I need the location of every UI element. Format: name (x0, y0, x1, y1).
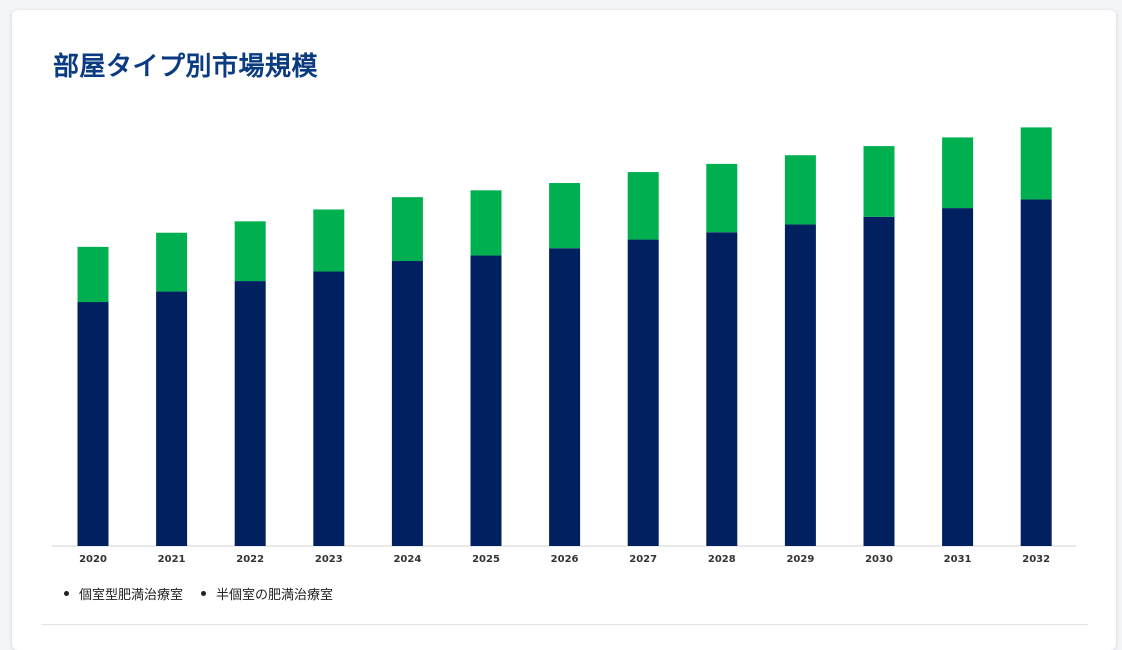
legend-label: 個室型肥満治療室 (79, 588, 184, 603)
legend-item-semi-private-room: 半個室の肥満治療室 (201, 584, 333, 603)
bar-2026-series-1 (549, 183, 581, 249)
bar-2029-series-0 (784, 224, 816, 546)
x-tick-label-2031: 2031 (944, 554, 972, 565)
bar-2024-series-1 (391, 197, 423, 261)
bar-2025-series-1 (470, 190, 502, 256)
bar-chart: 2020 2021 2022 2023 2024 2025 2026 2027 2028 2029… (52, 127, 1076, 565)
divider (41, 624, 1088, 625)
x-tick-label-2022: 2022 (236, 554, 264, 565)
x-tick-label-2025: 2025 (472, 554, 500, 565)
bar-2020-series-1 (77, 246, 109, 303)
legend-label: 半個室の肥満治療室 (216, 588, 334, 603)
x-tick-label-2020: 2020 (79, 554, 107, 565)
bar-2031-series-1 (942, 137, 974, 209)
x-tick-label-2032: 2032 (1022, 554, 1050, 565)
chart-legend: 個室型肥満治療室 半個室の肥満治療室 (64, 584, 333, 603)
bar-2030-series-0 (863, 216, 895, 546)
x-tick-label-2027: 2027 (629, 554, 657, 565)
bar-2025-series-0 (470, 255, 502, 546)
bar-2031-series-0 (942, 208, 974, 546)
legend-item-private-room: 個室型肥満治療室 (64, 584, 183, 603)
bar-2021-series-0 (156, 291, 188, 546)
bar-2029-series-1 (784, 155, 816, 225)
bar-2032-series-1 (1020, 127, 1052, 200)
bar-2020-series-0 (77, 302, 109, 546)
bar-2027-series-0 (627, 239, 659, 546)
chart-title: 部屋タイプ別市場規模 (53, 52, 319, 82)
bar-2032-series-0 (1020, 199, 1052, 546)
bar-2024-series-0 (391, 261, 423, 546)
x-tick-label-2026: 2026 (551, 554, 579, 565)
x-tick-label-2029: 2029 (786, 554, 814, 565)
legend-bullet-icon (64, 591, 69, 596)
bar-2021-series-1 (156, 232, 188, 292)
bar-2022-series-0 (234, 281, 266, 546)
x-tick-label-2030: 2030 (865, 554, 893, 565)
x-tick-label-2021: 2021 (158, 554, 186, 565)
bar-2028-series-1 (706, 163, 738, 233)
bar-2026-series-0 (549, 248, 581, 546)
bar-2023-series-0 (313, 271, 345, 546)
bar-2027-series-1 (627, 172, 659, 240)
x-tick-label-2028: 2028 (708, 554, 736, 565)
bar-2030-series-1 (863, 146, 895, 217)
x-tick-label-2024: 2024 (393, 554, 421, 565)
bar-2028-series-0 (706, 232, 738, 546)
bar-2023-series-1 (313, 209, 345, 272)
x-tick-label-2023: 2023 (315, 554, 343, 565)
bar-2022-series-1 (234, 221, 266, 282)
legend-bullet-icon (201, 591, 207, 596)
